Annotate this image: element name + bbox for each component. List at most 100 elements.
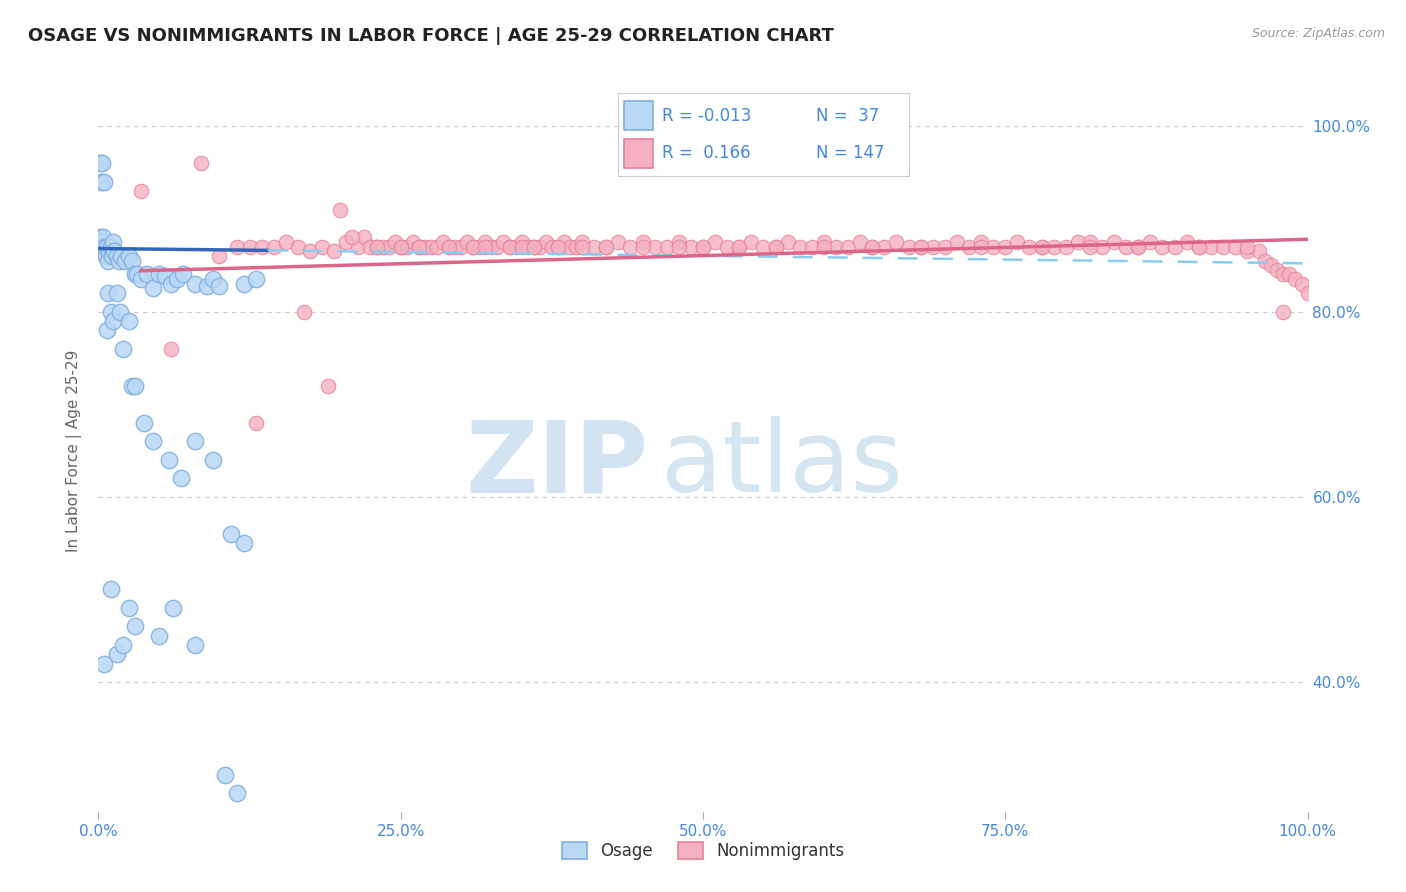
Y-axis label: In Labor Force | Age 25-29: In Labor Force | Age 25-29 <box>66 350 83 551</box>
Point <box>1115 240 1137 254</box>
Point <box>1236 244 1258 259</box>
Point <box>124 378 146 392</box>
Point <box>184 277 207 291</box>
Point <box>607 235 630 249</box>
Point <box>886 235 908 249</box>
Point <box>245 272 267 286</box>
Point <box>100 582 122 597</box>
Point <box>523 240 546 254</box>
Point <box>910 240 932 254</box>
Point <box>239 240 262 254</box>
Point <box>111 638 134 652</box>
Point <box>100 249 122 263</box>
Text: atlas: atlas <box>661 417 903 514</box>
Point <box>704 235 727 249</box>
Legend: Osage, Nonimmigrants: Osage, Nonimmigrants <box>554 834 852 869</box>
Point <box>118 601 141 615</box>
Point <box>655 240 678 254</box>
Point <box>565 240 588 254</box>
Point <box>1018 240 1040 254</box>
Point <box>631 235 654 249</box>
Point <box>91 235 114 249</box>
Point <box>389 240 412 254</box>
Point <box>897 240 920 254</box>
Point <box>389 240 412 254</box>
Point <box>245 416 267 430</box>
Point <box>420 240 443 254</box>
Point <box>583 240 606 254</box>
Point <box>1291 277 1313 291</box>
Point <box>1260 258 1282 272</box>
Point <box>105 249 128 263</box>
Point <box>1236 240 1258 254</box>
Point <box>619 240 641 254</box>
Point <box>169 471 191 485</box>
Point <box>157 452 180 467</box>
Point <box>323 244 346 259</box>
Point <box>595 240 617 254</box>
Point <box>90 240 112 254</box>
Point <box>232 536 254 550</box>
Point <box>366 240 388 254</box>
Point <box>1078 235 1101 249</box>
Point <box>679 240 702 254</box>
Point <box>402 235 425 249</box>
Point <box>1042 240 1064 254</box>
Point <box>1007 235 1029 249</box>
Point <box>547 240 569 254</box>
Point <box>408 240 430 254</box>
Point <box>94 249 117 263</box>
Point <box>347 240 370 254</box>
Point <box>510 240 533 254</box>
Point <box>595 240 617 254</box>
Point <box>142 281 165 295</box>
Point <box>101 314 124 328</box>
Point <box>474 240 496 254</box>
Point <box>1102 235 1125 249</box>
Point <box>190 156 212 170</box>
Point <box>1031 240 1053 254</box>
Point <box>202 272 225 286</box>
Point <box>110 249 132 263</box>
Point <box>89 156 111 170</box>
Point <box>1254 253 1277 268</box>
Point <box>468 240 491 254</box>
Point <box>1128 240 1150 254</box>
Point <box>208 249 231 263</box>
Point <box>377 240 399 254</box>
Point <box>994 240 1017 254</box>
Point <box>553 235 575 249</box>
Point <box>148 629 170 643</box>
Point <box>105 285 128 300</box>
Point <box>129 184 152 198</box>
Point <box>523 240 546 254</box>
Point <box>263 240 285 254</box>
Point <box>232 277 254 291</box>
Text: Source: ZipAtlas.com: Source: ZipAtlas.com <box>1251 27 1385 40</box>
Point <box>463 240 485 254</box>
Point <box>1296 285 1319 300</box>
Point <box>142 434 165 449</box>
Point <box>1163 240 1185 254</box>
Point <box>90 175 112 189</box>
Point <box>752 240 775 254</box>
Point <box>1267 263 1289 277</box>
Point <box>837 240 859 254</box>
Point <box>129 272 152 286</box>
Point <box>631 240 654 254</box>
Point <box>1139 235 1161 249</box>
Point <box>644 240 666 254</box>
Point <box>96 240 118 254</box>
Point <box>492 235 515 249</box>
Point <box>474 235 496 249</box>
Point <box>105 647 128 661</box>
Point <box>529 240 551 254</box>
Point <box>692 240 714 254</box>
Point <box>1054 240 1077 254</box>
Point <box>93 240 115 254</box>
Point <box>789 240 811 254</box>
Point <box>353 230 375 244</box>
Point <box>371 240 394 254</box>
Point <box>444 240 467 254</box>
Point <box>450 240 472 254</box>
